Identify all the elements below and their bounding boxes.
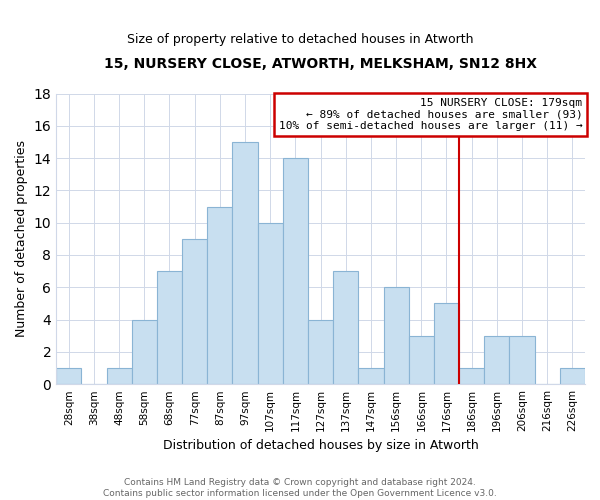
Text: Size of property relative to detached houses in Atworth: Size of property relative to detached ho… (127, 32, 473, 46)
Bar (207, 206, 232, 384)
Bar (484, 336, 509, 384)
Y-axis label: Number of detached properties: Number of detached properties (15, 140, 28, 338)
Bar (509, 336, 535, 384)
Bar (308, 320, 333, 384)
Bar (409, 336, 434, 384)
Bar (560, 368, 585, 384)
Bar (182, 239, 207, 384)
Text: 15 NURSERY CLOSE: 179sqm
← 89% of detached houses are smaller (93)
10% of semi-d: 15 NURSERY CLOSE: 179sqm ← 89% of detach… (278, 98, 583, 131)
Bar (107, 368, 132, 384)
Bar (257, 222, 283, 384)
Bar (157, 271, 182, 384)
Text: Contains HM Land Registry data © Crown copyright and database right 2024.
Contai: Contains HM Land Registry data © Crown c… (103, 478, 497, 498)
Bar (333, 271, 358, 384)
Bar (132, 320, 157, 384)
Bar (434, 304, 459, 384)
Bar (459, 368, 484, 384)
Bar (358, 368, 383, 384)
Bar (383, 288, 409, 384)
Bar (283, 158, 308, 384)
Bar (56, 368, 82, 384)
Bar (232, 142, 257, 384)
Title: 15, NURSERY CLOSE, ATWORTH, MELKSHAM, SN12 8HX: 15, NURSERY CLOSE, ATWORTH, MELKSHAM, SN… (104, 58, 537, 71)
X-axis label: Distribution of detached houses by size in Atworth: Distribution of detached houses by size … (163, 440, 478, 452)
